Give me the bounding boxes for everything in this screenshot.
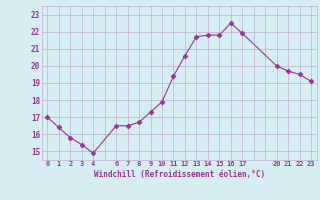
X-axis label: Windchill (Refroidissement éolien,°C): Windchill (Refroidissement éolien,°C) xyxy=(94,170,265,179)
